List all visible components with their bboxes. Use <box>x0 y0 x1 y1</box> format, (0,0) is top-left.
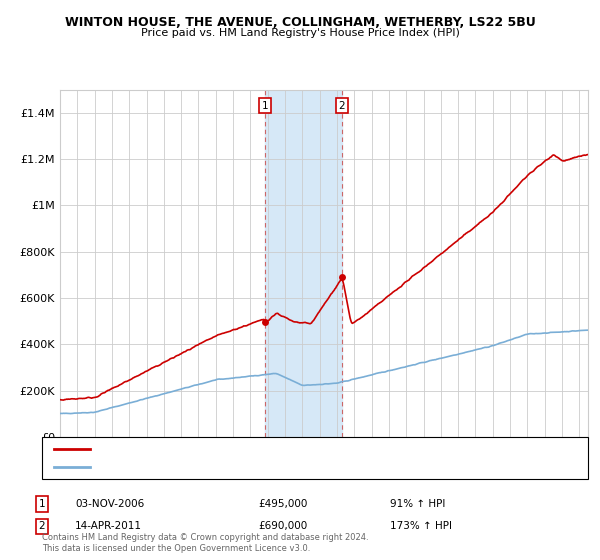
Text: Contains HM Land Registry data © Crown copyright and database right 2024.
This d: Contains HM Land Registry data © Crown c… <box>42 533 368 553</box>
Text: 1: 1 <box>262 101 268 111</box>
Text: 173% ↑ HPI: 173% ↑ HPI <box>390 521 452 531</box>
Bar <box>265 90 342 437</box>
Text: HPI: Average price, detached house, Leeds: HPI: Average price, detached house, Leed… <box>96 462 305 472</box>
Text: 2: 2 <box>338 101 346 111</box>
Text: 14-APR-2011: 14-APR-2011 <box>75 521 142 531</box>
Text: WINTON HOUSE, THE AVENUE, COLLINGHAM, WETHERBY, LS22 5BU (detached house): WINTON HOUSE, THE AVENUE, COLLINGHAM, WE… <box>96 444 517 454</box>
Text: 2: 2 <box>38 521 46 531</box>
Text: £690,000: £690,000 <box>258 521 307 531</box>
Text: Price paid vs. HM Land Registry's House Price Index (HPI): Price paid vs. HM Land Registry's House … <box>140 28 460 38</box>
Text: 03-NOV-2006: 03-NOV-2006 <box>75 499 144 509</box>
Text: £495,000: £495,000 <box>258 499 307 509</box>
Text: 1: 1 <box>38 499 46 509</box>
Text: 91% ↑ HPI: 91% ↑ HPI <box>390 499 445 509</box>
Text: WINTON HOUSE, THE AVENUE, COLLINGHAM, WETHERBY, LS22 5BU: WINTON HOUSE, THE AVENUE, COLLINGHAM, WE… <box>65 16 535 29</box>
